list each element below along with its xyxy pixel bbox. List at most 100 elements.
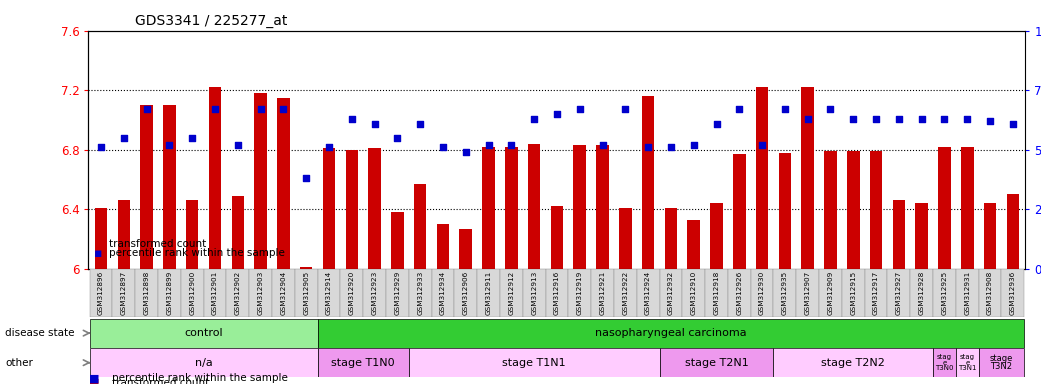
Point — [412, 121, 429, 127]
Bar — [687, 220, 700, 269]
Bar — [733, 154, 745, 269]
Bar — [888, 269, 910, 317]
Bar — [277, 98, 289, 269]
Point — [845, 116, 862, 122]
Text: GSM312922: GSM312922 — [623, 271, 629, 315]
Text: percentile rank within the sample: percentile rank within the sample — [112, 373, 287, 383]
Text: GSM312933: GSM312933 — [417, 271, 423, 315]
Bar — [112, 269, 135, 317]
Bar — [796, 269, 819, 317]
Text: stage T2N1: stage T2N1 — [685, 358, 748, 368]
Text: GSM312914: GSM312914 — [326, 271, 332, 315]
Bar — [551, 206, 563, 269]
Point — [662, 144, 679, 151]
Text: GSM312901: GSM312901 — [212, 271, 218, 315]
Bar — [386, 269, 409, 317]
Bar — [819, 269, 842, 317]
Bar — [459, 228, 472, 269]
Bar — [682, 269, 705, 317]
Text: GSM312902: GSM312902 — [235, 271, 240, 315]
Text: GSM312923: GSM312923 — [372, 271, 378, 315]
Bar — [619, 208, 632, 269]
Point — [526, 116, 542, 122]
Text: stage
T3N2: stage T3N2 — [990, 354, 1013, 371]
Bar — [842, 269, 865, 317]
Bar — [158, 269, 181, 317]
Bar — [751, 269, 773, 317]
Point — [685, 142, 702, 148]
Bar — [204, 269, 226, 317]
Bar — [90, 319, 318, 348]
Text: GSM312907: GSM312907 — [805, 271, 811, 315]
Bar — [409, 348, 660, 377]
Bar — [254, 93, 266, 269]
Bar — [756, 87, 768, 269]
Bar — [961, 147, 973, 269]
Bar — [181, 269, 204, 317]
Bar — [414, 184, 427, 269]
Bar — [391, 212, 404, 269]
Point — [229, 142, 246, 148]
Point — [184, 135, 201, 141]
Bar — [186, 200, 199, 269]
Point — [138, 106, 155, 113]
Text: GSM312896: GSM312896 — [98, 271, 104, 315]
Point — [617, 106, 634, 113]
Text: transformed count: transformed count — [112, 378, 209, 384]
Text: GSM312918: GSM312918 — [713, 271, 719, 315]
Text: GSM312928: GSM312928 — [918, 271, 924, 315]
Point — [777, 106, 793, 113]
Bar — [979, 269, 1001, 317]
Text: stage T1N1: stage T1N1 — [503, 358, 566, 368]
Text: GDS3341 / 225277_at: GDS3341 / 225277_at — [135, 14, 287, 28]
Text: stag
e
T3N1: stag e T3N1 — [958, 354, 976, 371]
Point — [344, 116, 360, 122]
Text: other: other — [5, 358, 33, 368]
Text: GSM312913: GSM312913 — [531, 271, 537, 315]
Point — [982, 118, 998, 124]
Point — [640, 144, 657, 151]
Point — [457, 149, 474, 155]
Bar — [705, 269, 728, 317]
Point — [959, 116, 975, 122]
Bar — [118, 200, 130, 269]
Bar — [363, 269, 386, 317]
Text: GSM312915: GSM312915 — [850, 271, 857, 315]
Bar — [802, 87, 814, 269]
Bar — [500, 269, 523, 317]
Bar — [596, 145, 609, 269]
Bar — [1007, 194, 1019, 269]
Bar — [135, 269, 158, 317]
Text: disease state: disease state — [5, 328, 75, 338]
Bar — [323, 148, 335, 269]
Text: GSM312934: GSM312934 — [440, 271, 446, 315]
Bar — [933, 269, 956, 317]
Point — [822, 106, 839, 113]
Text: GSM312910: GSM312910 — [691, 271, 696, 315]
Text: GSM312926: GSM312926 — [736, 271, 742, 315]
Bar — [710, 204, 722, 269]
Text: GSM312927: GSM312927 — [896, 271, 902, 315]
Text: ▪: ▪ — [94, 247, 102, 260]
Point — [480, 142, 497, 148]
Text: GSM312925: GSM312925 — [941, 271, 947, 315]
Bar — [90, 348, 318, 377]
Bar — [454, 269, 477, 317]
Text: nasopharyngeal carcinoma: nasopharyngeal carcinoma — [595, 328, 746, 338]
Bar — [910, 269, 933, 317]
Bar — [933, 348, 956, 377]
Bar — [865, 269, 888, 317]
Text: GSM312917: GSM312917 — [873, 271, 879, 315]
Bar — [664, 208, 678, 269]
Point — [389, 135, 406, 141]
Text: GSM312904: GSM312904 — [280, 271, 286, 315]
Bar — [915, 204, 928, 269]
Point — [549, 111, 565, 117]
Point — [298, 175, 314, 181]
Text: GSM312898: GSM312898 — [144, 271, 150, 315]
Bar — [824, 151, 837, 269]
Text: stage T2N2: stage T2N2 — [821, 358, 885, 368]
Point — [275, 106, 291, 113]
Text: GSM312932: GSM312932 — [668, 271, 674, 315]
Bar — [591, 269, 614, 317]
